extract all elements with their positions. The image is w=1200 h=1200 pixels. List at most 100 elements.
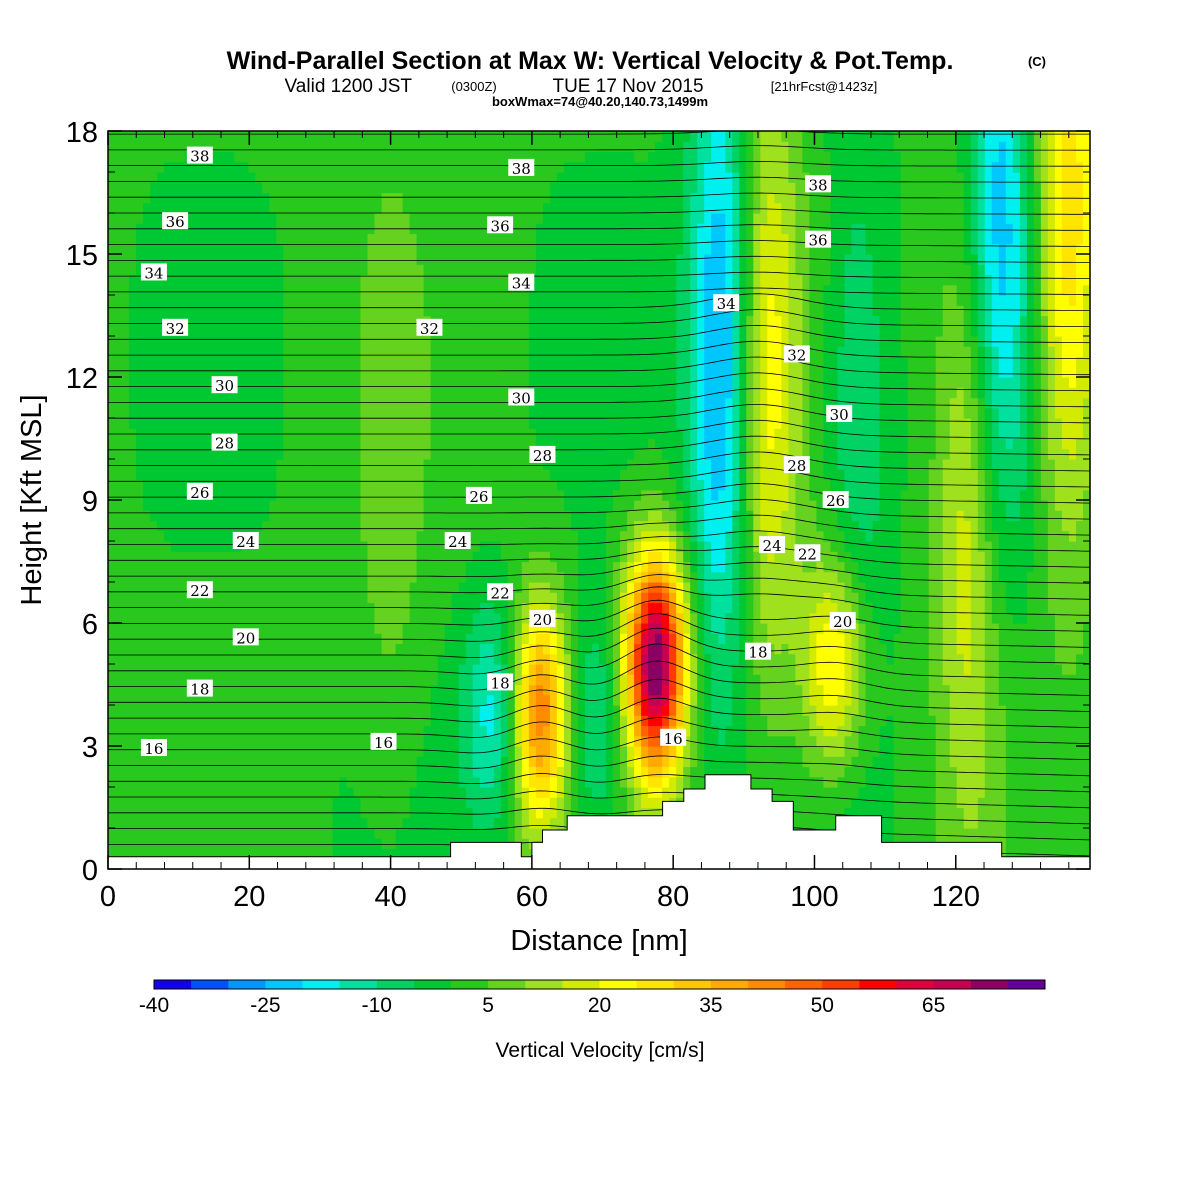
velocity-cell — [171, 243, 179, 255]
velocity-cell — [269, 674, 277, 686]
velocity-cell — [164, 694, 172, 706]
velocity-cell — [171, 848, 179, 860]
velocity-cell — [213, 141, 221, 153]
velocity-cell — [402, 387, 411, 399]
velocity-cell — [388, 243, 397, 255]
velocity-cell — [458, 500, 467, 511]
velocity-cell — [395, 418, 404, 429]
velocity-cell — [290, 582, 298, 593]
velocity-cell — [164, 787, 172, 798]
velocity-cell — [493, 254, 502, 265]
velocity-cell — [332, 448, 341, 460]
velocity-cell — [129, 356, 137, 368]
velocity-cell — [388, 305, 397, 317]
velocity-cell — [339, 202, 348, 214]
velocity-cell — [157, 551, 165, 563]
velocity-cell — [178, 848, 186, 860]
velocity-cell — [353, 315, 362, 327]
velocity-cell — [143, 776, 151, 788]
velocity-cell — [416, 828, 425, 839]
velocity-cell — [444, 838, 453, 850]
velocity-cell — [507, 172, 516, 183]
velocity-cell — [297, 387, 305, 399]
velocity-cell — [458, 305, 467, 317]
velocity-cell — [500, 192, 509, 204]
velocity-cell — [325, 520, 333, 532]
velocity-cell — [171, 725, 179, 737]
velocity-cell — [122, 520, 130, 532]
velocity-cell — [507, 438, 516, 450]
velocity-cell — [493, 520, 502, 532]
velocity-cell — [297, 541, 305, 552]
velocity-cell — [528, 582, 537, 593]
velocity-cell — [143, 633, 151, 645]
velocity-cell — [171, 336, 179, 347]
velocity-cell — [164, 817, 172, 829]
velocity-cell — [150, 141, 158, 153]
velocity-cell — [486, 448, 495, 460]
velocity-cell — [157, 715, 165, 727]
velocity-cell — [409, 254, 418, 265]
velocity-cell — [416, 295, 425, 306]
velocity-cell — [234, 284, 242, 296]
velocity-cell — [304, 387, 312, 399]
velocity-cell — [353, 541, 362, 552]
velocity-cell — [276, 787, 284, 798]
velocity-cell — [304, 131, 312, 142]
velocity-cell — [578, 582, 586, 593]
velocity-cell — [143, 325, 151, 337]
velocity-cell — [311, 264, 319, 276]
velocity-cell — [325, 735, 333, 747]
velocity-cell — [451, 336, 460, 347]
velocity-cell — [430, 848, 439, 860]
velocity-cell — [192, 356, 200, 368]
velocity-cell — [535, 202, 544, 214]
velocity-cell — [199, 705, 207, 716]
velocity-cell — [150, 469, 158, 481]
velocity-cell — [290, 633, 298, 645]
velocity-cell — [185, 182, 193, 194]
velocity-cell — [507, 571, 516, 583]
velocity-cell — [458, 346, 467, 358]
velocity-cell — [311, 284, 319, 296]
velocity-cell — [528, 674, 537, 686]
velocity-cell — [423, 387, 432, 399]
velocity-cell — [157, 438, 165, 450]
velocity-cell — [395, 274, 404, 286]
velocity-cell — [318, 592, 326, 604]
velocity-cell — [465, 520, 474, 532]
velocity-cell — [353, 397, 362, 409]
velocity-cell — [451, 705, 460, 716]
velocity-cell — [542, 459, 551, 470]
velocity-cell — [227, 530, 235, 542]
velocity-cell — [115, 418, 123, 429]
velocity-cell — [585, 336, 593, 347]
velocity-cell — [192, 469, 200, 481]
velocity-cell — [227, 356, 235, 368]
velocity-cell — [578, 479, 586, 491]
velocity-cell — [255, 192, 263, 204]
velocity-cell — [423, 756, 432, 768]
velocity-cell — [136, 243, 144, 255]
velocity-cell — [108, 315, 116, 327]
velocity-cell — [255, 387, 263, 399]
velocity-cell — [192, 397, 200, 409]
velocity-cell — [297, 397, 305, 409]
velocity-cell — [234, 520, 242, 532]
velocity-cell — [486, 295, 495, 306]
velocity-cell — [367, 551, 376, 563]
velocity-cell — [458, 131, 467, 142]
velocity-cell — [535, 469, 544, 481]
velocity-cell — [269, 756, 277, 768]
velocity-cell — [528, 233, 537, 245]
velocity-cell — [458, 551, 467, 563]
velocity-cell — [493, 664, 502, 675]
velocity-cell — [150, 817, 158, 829]
velocity-cell — [164, 797, 172, 809]
velocity-cell — [374, 356, 383, 368]
velocity-cell — [486, 407, 495, 419]
velocity-cell — [451, 141, 460, 153]
velocity-cell — [409, 551, 418, 563]
velocity-cell — [479, 664, 488, 675]
velocity-cell — [514, 623, 523, 634]
